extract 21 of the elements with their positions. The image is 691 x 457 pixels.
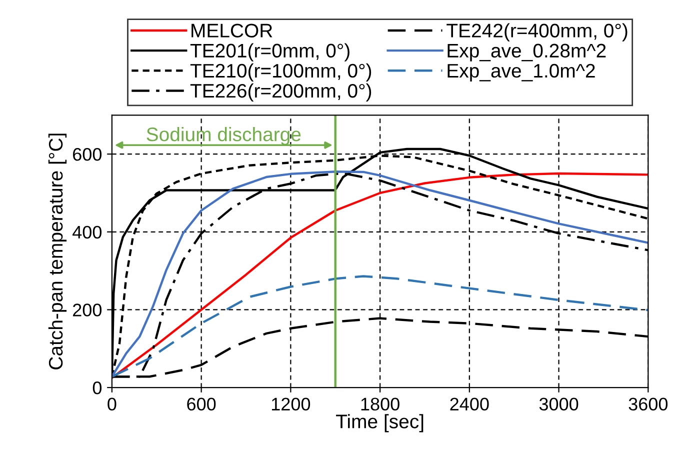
x-tick-label: 3600 xyxy=(628,398,668,411)
legend-label: MELCOR xyxy=(192,24,272,38)
legend-label: Exp_ave_1.0m^2 xyxy=(448,64,595,82)
legend-label: TE201(r=0mm, 0°) xyxy=(190,43,350,62)
x-tick-label: 2400 xyxy=(450,398,489,411)
y-tick-label: 400 xyxy=(72,226,102,239)
x-tick-label: 1800 xyxy=(361,398,400,411)
y-tick-label: 0 xyxy=(92,381,102,394)
legend-label: TE242(r=400mm, 0°) xyxy=(446,23,628,42)
legend-label: Exp_ave_0.28m^2 xyxy=(448,44,606,62)
y-axis-title: Catch-pan temperature [°C] xyxy=(48,134,67,370)
x-tick-label: 600 xyxy=(187,398,216,411)
legend-label: TE226(r=200mm, 0°) xyxy=(190,83,372,102)
x-axis-title: Time [sec] xyxy=(336,414,424,432)
x-tick-label: 3000 xyxy=(539,398,578,411)
y-tick-label: 200 xyxy=(73,304,102,316)
legend-label: TE210(r=100mm, 0°) xyxy=(190,63,372,82)
y-tick-label: 600 xyxy=(73,148,102,161)
x-tick-label: 1200 xyxy=(272,398,310,411)
x-tick-label: 0 xyxy=(108,398,116,411)
ref-line-label: Sodium discharge xyxy=(146,127,301,146)
